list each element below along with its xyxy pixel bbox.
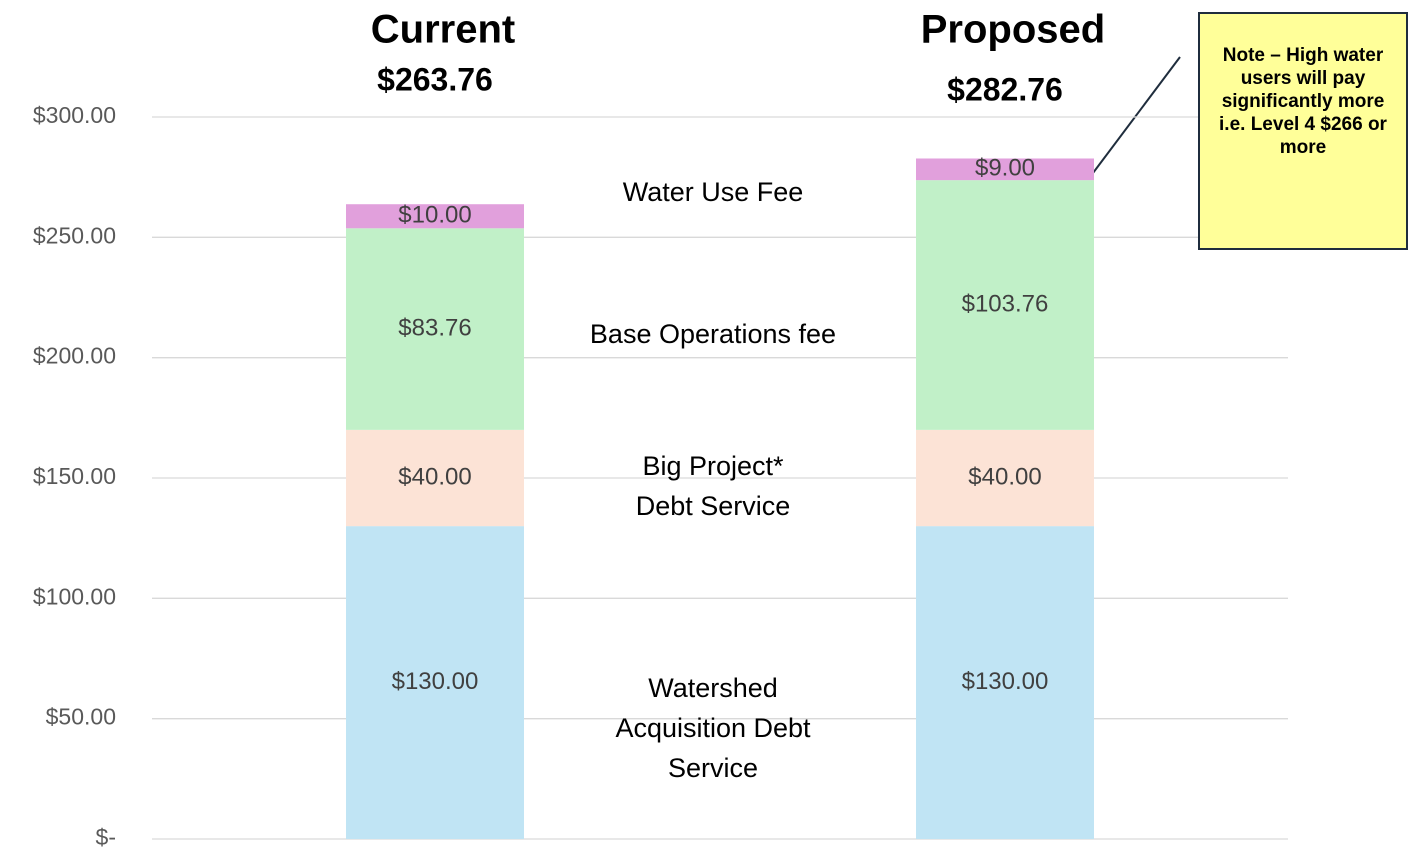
y-tick-label: $200.00 [33,343,116,369]
y-tick-label: $250.00 [33,222,116,248]
bar-segment [346,429,524,527]
category-label: Proposed [921,8,1105,52]
series-label: Big Project* Debt Service [635,451,791,521]
bar-segment [916,158,1094,181]
bar-segment [916,180,1094,430]
y-tick-label: $100.00 [33,583,116,609]
y-tick-label: $- [96,824,116,850]
series-label: Water Use Fee [622,177,804,207]
y-tick-label: $50.00 [46,704,116,730]
y-tick-label: $300.00 [33,102,116,128]
value-label: $40.00 [398,463,471,490]
bar-segment [916,526,1094,839]
value-label: $9.00 [975,155,1035,182]
total-label: $263.76 [377,61,493,97]
series-label: Watershed Acquisition Debt Service [615,673,811,783]
value-label: $83.76 [398,314,471,341]
value-label: $10.00 [398,202,471,229]
note-box: Note – High water users will pay signifi… [1198,12,1408,250]
category-label: Current [371,8,515,52]
bar-segment [916,429,1094,527]
value-label: $130.00 [962,668,1049,695]
value-label: $40.00 [968,463,1041,490]
bar-segment [346,204,524,229]
total-label: $282.76 [947,71,1063,107]
bar-segment [346,228,524,430]
series-label: Base Operations fee [589,319,837,349]
value-label: $103.76 [962,290,1049,317]
y-tick-label: $150.00 [33,463,116,489]
value-label: $130.00 [392,668,479,695]
bar-segment [346,526,524,839]
